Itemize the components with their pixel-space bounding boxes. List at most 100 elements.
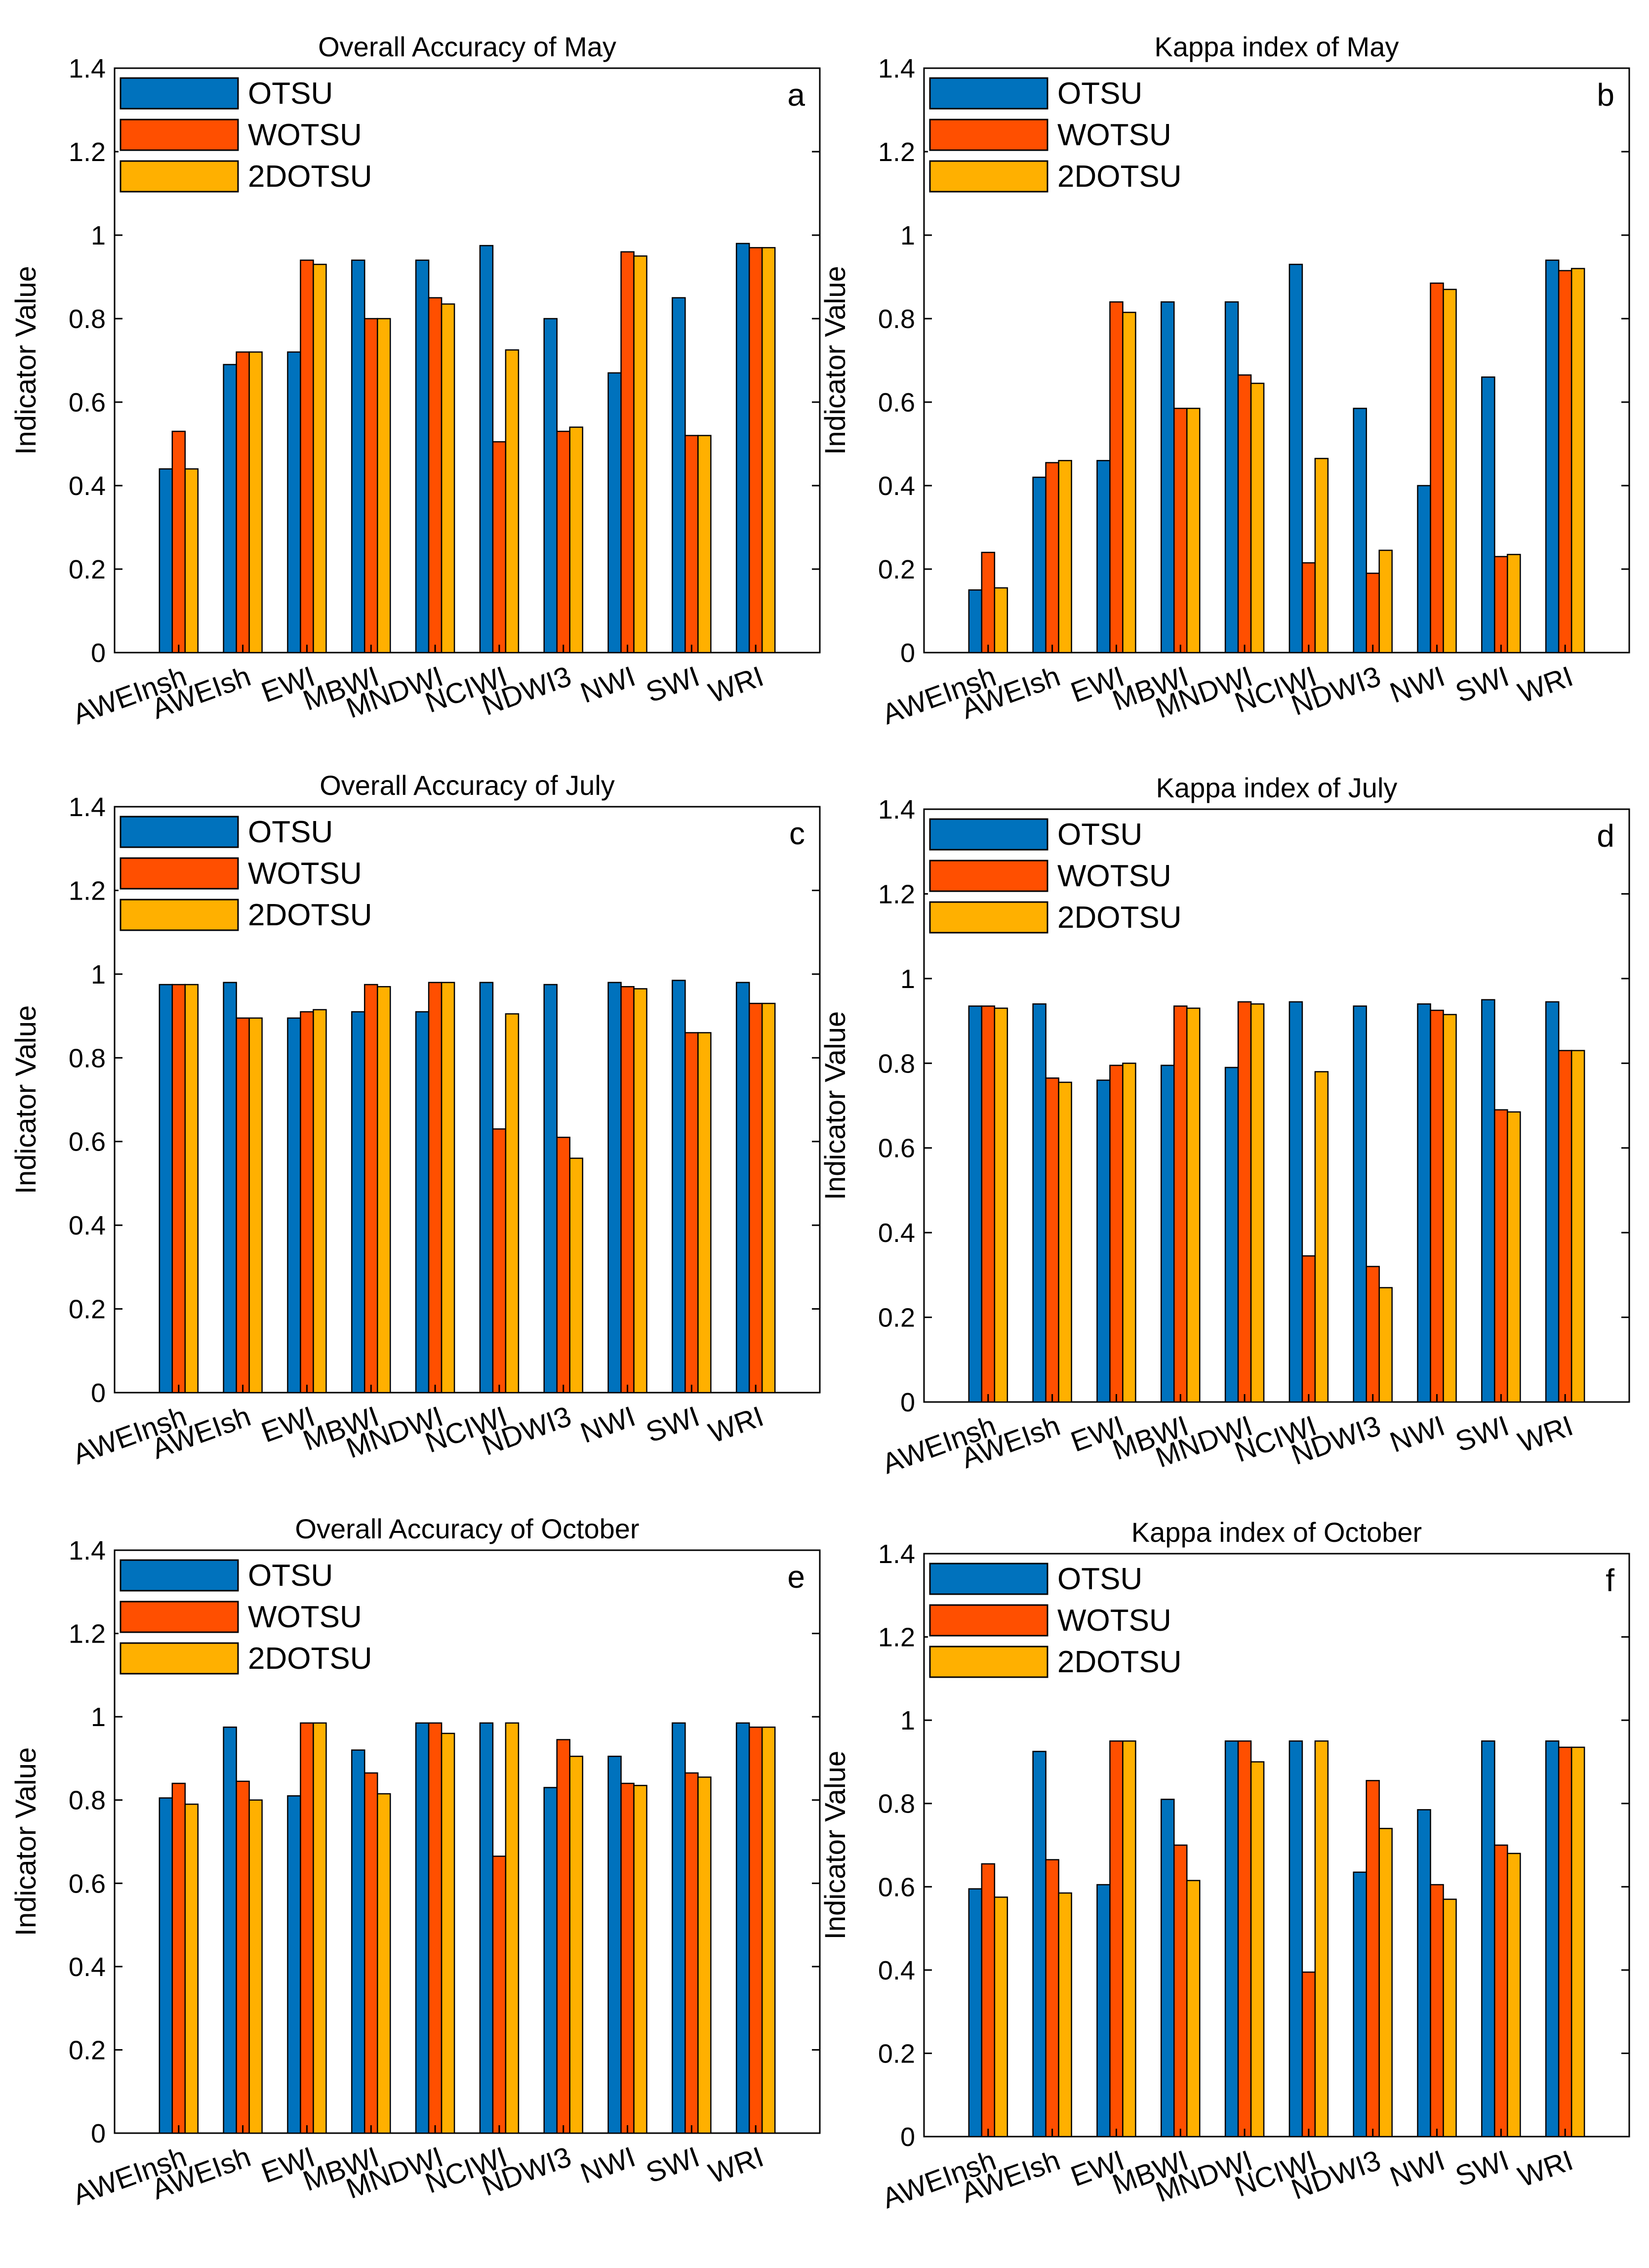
bar-2dotsu-aweinsh bbox=[994, 587, 1008, 654]
bar-2dotsu-ndwi3 bbox=[1378, 1828, 1393, 2138]
bar-2dotsu-aweinsh bbox=[184, 984, 199, 1394]
bar-otsu-nwi bbox=[607, 982, 622, 1394]
bar-wotsu-aweish bbox=[1045, 462, 1059, 654]
bar-wotsu-ewi bbox=[300, 1722, 314, 2134]
y-tick-label: 0.8 bbox=[878, 1049, 915, 1078]
bar-wotsu-mndwi bbox=[1237, 1001, 1252, 1403]
bar-2dotsu-mbwi bbox=[377, 986, 391, 1394]
bar-otsu-nciwi bbox=[1288, 263, 1303, 654]
y-tick-label: 0.6 bbox=[878, 1872, 915, 1902]
bar-group bbox=[968, 1740, 1585, 2138]
y-tick-label: 1.2 bbox=[878, 879, 915, 909]
bar-otsu-mndwi bbox=[415, 259, 430, 654]
y-tick-label: 0.8 bbox=[69, 1786, 106, 1815]
chart-panel-c: Overall Accuracy of July 0 0.2 0.4 0.6 0.8 1 1.… bbox=[10, 770, 821, 1471]
bar-2dotsu-nwi bbox=[633, 1784, 647, 2134]
bar-otsu-mbwi bbox=[351, 1011, 365, 1394]
bar-otsu-swi bbox=[1481, 999, 1495, 1403]
x-tick-label: NWI bbox=[576, 2141, 640, 2190]
y-tick-label: 1 bbox=[91, 221, 106, 250]
legend-swatch-otsu bbox=[929, 1563, 1048, 1595]
y-tick-label: 1 bbox=[91, 1702, 106, 1732]
y-tick-label: 1.4 bbox=[878, 54, 915, 83]
bar-wotsu-ndwi3 bbox=[556, 1136, 570, 1394]
y-axis-label: Indicator Value bbox=[10, 1005, 42, 1195]
chart-title: Kappa index of October bbox=[1131, 1517, 1422, 1548]
x-tick-label: NWI bbox=[1386, 1409, 1449, 1459]
bar-wotsu-mndwi bbox=[1237, 374, 1252, 654]
y-tick-label: 1.4 bbox=[69, 792, 106, 822]
bar-2dotsu-mbwi bbox=[1186, 1880, 1201, 2138]
bar-wotsu-swi bbox=[1494, 1109, 1508, 1403]
y-tick-label: 1 bbox=[900, 964, 915, 994]
bar-group bbox=[159, 980, 776, 1394]
y-tick-label: 1.4 bbox=[878, 795, 915, 825]
bar-2dotsu-ndwi3 bbox=[1378, 1287, 1393, 1403]
legend-swatch-wotsu bbox=[120, 857, 239, 890]
bar-otsu-nciwi bbox=[1288, 1001, 1303, 1403]
bar-2dotsu-aweish bbox=[248, 1799, 263, 2134]
bar-otsu-ndwi3 bbox=[543, 318, 558, 654]
y-axis-label: Indicator Value bbox=[10, 266, 42, 455]
bar-wotsu-ewi bbox=[1109, 1065, 1124, 1403]
bar-otsu-aweish bbox=[223, 1726, 237, 2134]
bar-otsu-nciwi bbox=[479, 1722, 494, 2134]
bar-2dotsu-ndwi3 bbox=[1378, 549, 1393, 654]
bar-wotsu-ndwi3 bbox=[556, 430, 570, 654]
bar-otsu-aweish bbox=[1032, 1751, 1046, 2138]
x-tick-label: WRI bbox=[1514, 2144, 1577, 2193]
chart-panel-a: Overall Accuracy of May 0 0.2 0.4 0.6 0.8 1 1.2… bbox=[10, 31, 821, 731]
bar-otsu-aweinsh bbox=[968, 1888, 983, 2138]
legend-label-otsu: OTSU bbox=[248, 815, 333, 849]
y-tick-label: 0.2 bbox=[878, 555, 915, 584]
y-tick-label: 0.4 bbox=[69, 1952, 106, 1982]
legend-label-2dotsu: 2DOTSU bbox=[248, 1642, 372, 1676]
bar-2dotsu-nwi bbox=[633, 255, 647, 654]
bar-otsu-ewi bbox=[287, 1017, 301, 1394]
bar-wotsu-mndwi bbox=[428, 982, 442, 1394]
y-tick-label: 1.4 bbox=[69, 54, 106, 83]
y-tick-label: 0.4 bbox=[69, 471, 106, 501]
y-tick-label: 0 bbox=[900, 638, 915, 668]
y-tick-label: 1.4 bbox=[878, 1539, 915, 1569]
bar-wotsu-ndwi3 bbox=[1366, 1266, 1380, 1403]
bar-wotsu-swi bbox=[684, 1032, 699, 1394]
bar-wotsu-wri bbox=[1558, 1050, 1572, 1403]
legend-swatch-wotsu bbox=[929, 1604, 1048, 1637]
bar-2dotsu-mndwi bbox=[1250, 1761, 1265, 2138]
bar-wotsu-nwi bbox=[1430, 1009, 1444, 1403]
bar-otsu-nwi bbox=[1417, 1809, 1431, 2138]
bar-otsu-mndwi bbox=[415, 1011, 430, 1394]
x-tick-label: SWI bbox=[1451, 1409, 1513, 1458]
x-tick-label: NWI bbox=[576, 1400, 640, 1449]
bar-2dotsu-mbwi bbox=[377, 318, 391, 654]
bar-otsu-wri bbox=[1545, 1740, 1560, 2138]
bar-otsu-ndwi3 bbox=[1353, 408, 1367, 654]
bar-otsu-swi bbox=[1481, 1740, 1495, 2138]
bar-wotsu-aweinsh bbox=[171, 430, 186, 654]
bar-otsu-ewi bbox=[1096, 1079, 1111, 1403]
bar-otsu-wri bbox=[735, 243, 750, 654]
legend-label-wotsu: WOTSU bbox=[248, 1600, 362, 1634]
bar-2dotsu-nciwi bbox=[1314, 1071, 1329, 1403]
chart-title: Kappa index of May bbox=[1155, 31, 1399, 62]
panel-letter: d bbox=[1597, 818, 1614, 854]
bar-otsu-nwi bbox=[1417, 1003, 1431, 1403]
legend-label-wotsu: WOTSU bbox=[248, 857, 362, 891]
bar-2dotsu-nciwi bbox=[505, 349, 520, 654]
bar-wotsu-ewi bbox=[1109, 1740, 1124, 2138]
bar-wotsu-nwi bbox=[1430, 1884, 1444, 2138]
bar-wotsu-aweinsh bbox=[171, 984, 186, 1394]
chart-title: Overall Accuracy of May bbox=[318, 31, 616, 62]
legend-swatch-otsu bbox=[929, 818, 1048, 851]
bar-wotsu-nciwi bbox=[492, 441, 507, 654]
bar-2dotsu-nciwi bbox=[1314, 1740, 1329, 2138]
bar-wotsu-wri bbox=[1558, 270, 1572, 654]
legend-swatch-otsu bbox=[120, 1559, 239, 1592]
bar-2dotsu-mbwi bbox=[1186, 408, 1201, 654]
bar-otsu-aweish bbox=[223, 364, 237, 654]
bar-2dotsu-wri bbox=[1570, 268, 1585, 654]
x-tick-label: WRI bbox=[1514, 1409, 1577, 1459]
panel-letter: f bbox=[1606, 1563, 1614, 1598]
